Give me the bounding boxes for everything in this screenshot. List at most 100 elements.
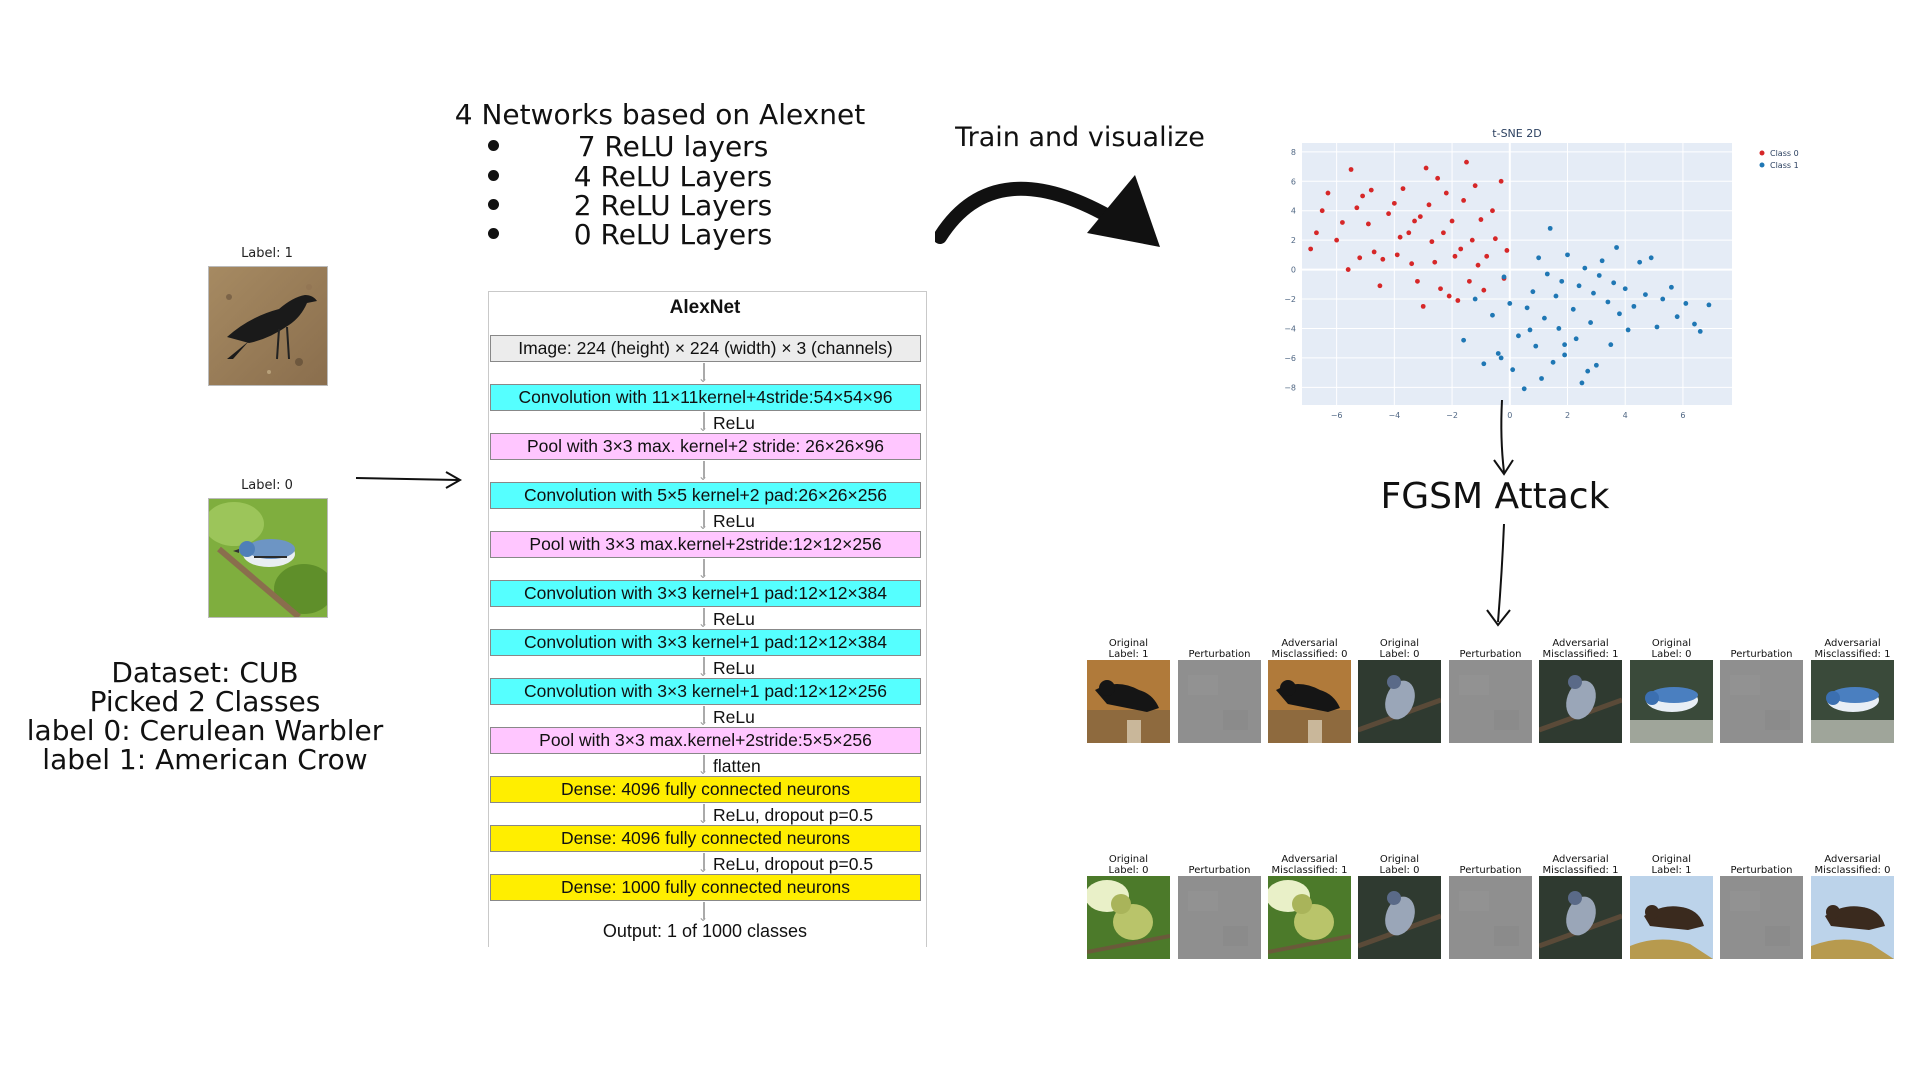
fgsm-cell-title: Adversarial bbox=[1824, 638, 1881, 649]
layer-connector bbox=[703, 559, 705, 576]
scatter-point bbox=[1325, 190, 1331, 196]
bird-image bbox=[1811, 876, 1894, 959]
scatter-point bbox=[1426, 202, 1432, 208]
scatter-point bbox=[1536, 255, 1542, 261]
bullet-text: 0 ReLU Layers bbox=[573, 218, 773, 251]
scatter-point bbox=[1498, 178, 1504, 184]
alexnet-layer-block: Pool with 3×3 max. kernel+2 stride: 26×2… bbox=[490, 433, 921, 460]
fgsm-cell-title: Original bbox=[1108, 638, 1149, 649]
scatter-point bbox=[1510, 367, 1516, 373]
scatter-point bbox=[1565, 252, 1570, 258]
scatter-point bbox=[1377, 283, 1383, 289]
bird-image bbox=[1539, 660, 1622, 743]
connector-arrowhead: ⌄ bbox=[698, 420, 709, 434]
alexnet-layer-block: Dense: 4096 fully connected neurons bbox=[490, 776, 921, 803]
alexnet-output: Output: 1 of 1000 classes bbox=[602, 921, 808, 941]
scatter-point bbox=[1591, 290, 1596, 296]
scatter-point bbox=[1432, 259, 1438, 265]
scatter-point bbox=[1319, 208, 1325, 214]
x-tick-label: 6 bbox=[1680, 411, 1685, 420]
scatter-point bbox=[1469, 237, 1475, 243]
scatter-point bbox=[1340, 220, 1345, 225]
scatter-point bbox=[1423, 165, 1429, 171]
fgsm-cell-title: Perturbation bbox=[1730, 865, 1793, 876]
scatter-point bbox=[1417, 214, 1423, 219]
scatter-point bbox=[1449, 218, 1455, 224]
scatter-point bbox=[1573, 336, 1579, 342]
tsne-chart: −6 −4 −2 0 2 4 6 −8 −6 −4 −2 0 2 4 6 8 t-SNE 2D Class 0 Cl… bbox=[1262, 125, 1822, 425]
y-tick-label: −8 bbox=[1284, 383, 1296, 392]
scatter-point bbox=[1643, 292, 1648, 298]
scatter-point bbox=[1466, 278, 1472, 284]
scatter-point bbox=[1314, 230, 1319, 236]
scatter-point bbox=[1420, 303, 1426, 309]
tsne-svg: −6 −4 −2 0 2 4 6 −8 −6 −4 −2 0 2 4 6 8 t-SNE 2D Class 0 Cl… bbox=[1284, 127, 1798, 420]
fgsm-cell-title: Perturbation bbox=[1459, 649, 1522, 660]
scatter-point bbox=[1648, 255, 1654, 261]
x-tick-label: 2 bbox=[1565, 411, 1570, 420]
scatter-point bbox=[1406, 230, 1412, 236]
dataset-line: label 1: American Crow bbox=[42, 743, 368, 776]
scatter-point bbox=[1438, 286, 1443, 292]
scatter-point bbox=[1461, 198, 1467, 203]
alexnet-title: AlexNet bbox=[669, 297, 741, 318]
scatter-point bbox=[1365, 221, 1371, 227]
connector-label: ReLu bbox=[713, 707, 755, 727]
scatter-point bbox=[1576, 283, 1582, 289]
scatter-point bbox=[1458, 246, 1464, 252]
scatter-point bbox=[1605, 299, 1611, 305]
scatter-point bbox=[1412, 218, 1417, 224]
alexnet-layer-block: Convolution with 3×3 kernel+1 pad:12×12×… bbox=[490, 580, 921, 607]
network-bullet: 0 ReLU Layers bbox=[488, 218, 818, 251]
plot-area bbox=[1302, 143, 1732, 405]
fgsm-cell-title: Label: 1 bbox=[1651, 865, 1692, 876]
fgsm-cell-title: Misclassified: 1 bbox=[1814, 649, 1891, 660]
scatter-point bbox=[1354, 205, 1360, 211]
scatter-point bbox=[1415, 278, 1420, 284]
fgsm-cell-title: Perturbation bbox=[1459, 865, 1522, 876]
dataset-info: Dataset: CUB Picked 2 Classes label 0: C… bbox=[20, 658, 390, 774]
connector-label: ReLu bbox=[713, 658, 755, 678]
x-tick-label: −4 bbox=[1388, 411, 1400, 420]
y-tick-label: −2 bbox=[1284, 295, 1296, 304]
layer-connector bbox=[703, 412, 705, 429]
fgsm-cell-title: Adversarial bbox=[1281, 854, 1338, 865]
scatter-point bbox=[1668, 284, 1674, 290]
scatter-point bbox=[1400, 186, 1406, 192]
layer-connector bbox=[703, 706, 705, 723]
fgsm-cell-title: Original bbox=[1379, 638, 1420, 649]
sample-label-warbler: Label: 0 bbox=[241, 478, 293, 493]
scatter-point bbox=[1308, 246, 1314, 252]
scatter-point bbox=[1371, 249, 1377, 255]
bullet-text: 4 ReLU Layers bbox=[573, 160, 773, 193]
connector-arrowhead: ⌄ bbox=[698, 567, 709, 581]
scatter-point bbox=[1357, 255, 1363, 261]
perturbation-image bbox=[1449, 660, 1532, 743]
alexnet-layer-block: Dense: 1000 fully connected neurons bbox=[490, 874, 921, 901]
fgsm-cell-title: Misclassified: 0 bbox=[1271, 649, 1348, 660]
scatter-point bbox=[1692, 321, 1697, 327]
arrow-to-fgsm bbox=[1493, 399, 1514, 476]
connector-label: ReLu bbox=[713, 413, 755, 433]
scatter-point bbox=[1429, 239, 1435, 245]
scatter-point bbox=[1660, 296, 1666, 302]
bird-image bbox=[1539, 876, 1622, 959]
fgsm-cell-title: Misclassified: 1 bbox=[1271, 865, 1348, 876]
bullet-text: 7 ReLU layers bbox=[577, 130, 769, 163]
scatter-point bbox=[1608, 342, 1614, 348]
scatter-point bbox=[1397, 234, 1403, 240]
bird-image bbox=[1268, 660, 1351, 743]
alexnet-layer-block: Pool with 3×3 max.kernel+2stride:5×5×256 bbox=[490, 727, 921, 754]
scatter-point bbox=[1611, 280, 1617, 286]
connector-arrowhead: ⌄ bbox=[698, 812, 709, 826]
y-tick-label: 4 bbox=[1291, 207, 1296, 216]
perturbation-image bbox=[1449, 876, 1532, 959]
crow-sample-image bbox=[208, 266, 328, 386]
sample-label-crow: Label: 1 bbox=[241, 246, 293, 261]
scatter-point bbox=[1599, 258, 1605, 264]
alexnet-layer-block: Convolution with 11×11kernel+4stride:54×… bbox=[490, 384, 921, 411]
layer-connector bbox=[703, 853, 705, 870]
scatter-point bbox=[1547, 225, 1553, 231]
fgsm-cell-title: Perturbation bbox=[1188, 649, 1251, 660]
dataset-line: label 0: Cerulean Warbler bbox=[26, 714, 384, 747]
